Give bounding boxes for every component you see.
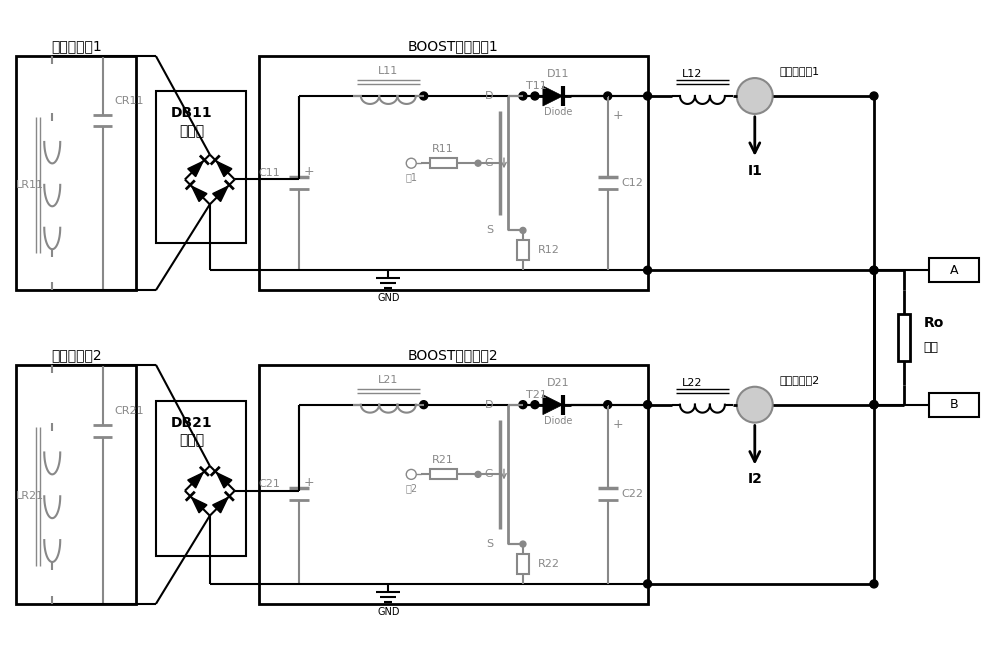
Text: 騦1: 騦1	[405, 172, 417, 182]
Text: B: B	[949, 398, 958, 411]
Text: I2: I2	[747, 472, 762, 487]
Bar	[517, 554, 529, 574]
Text: T21: T21	[526, 390, 547, 400]
Text: C11: C11	[259, 168, 281, 178]
Circle shape	[531, 92, 539, 100]
Text: L21: L21	[378, 375, 398, 384]
Bar	[517, 240, 529, 260]
Text: T11: T11	[526, 81, 547, 91]
Text: +: +	[613, 418, 623, 431]
Circle shape	[737, 386, 773, 422]
Text: A: A	[949, 264, 958, 277]
Text: R22: R22	[538, 559, 560, 569]
Circle shape	[870, 401, 878, 409]
Polygon shape	[188, 473, 203, 488]
Circle shape	[870, 267, 878, 274]
Text: 串联谐振耔2: 串联谐振耔2	[51, 348, 101, 362]
Polygon shape	[543, 395, 563, 415]
Circle shape	[644, 401, 652, 409]
Circle shape	[420, 401, 428, 409]
Circle shape	[644, 92, 652, 100]
Circle shape	[870, 92, 878, 100]
Bar	[16, 365, 136, 604]
Text: +: +	[613, 109, 623, 122]
Circle shape	[520, 227, 526, 233]
Polygon shape	[192, 186, 207, 202]
Text: D11: D11	[547, 69, 569, 79]
Text: I1: I1	[747, 164, 762, 178]
Text: BOOST升压电路2: BOOST升压电路2	[408, 348, 498, 362]
Text: Ro: Ro	[924, 316, 944, 329]
Text: Diode: Diode	[544, 107, 572, 117]
Text: R12: R12	[538, 246, 560, 255]
Text: C21: C21	[259, 479, 281, 489]
Text: 电流传感刨1: 电流传感刨1	[780, 66, 820, 76]
Text: LR21: LR21	[16, 491, 44, 501]
Polygon shape	[213, 498, 228, 513]
Bar	[430, 470, 457, 479]
Text: C22: C22	[622, 489, 644, 499]
Circle shape	[519, 401, 527, 409]
Text: 整流桥: 整流桥	[179, 124, 204, 138]
Text: 整流桥: 整流桥	[179, 434, 204, 447]
Text: G: G	[484, 159, 493, 168]
Bar	[929, 393, 979, 417]
Text: 电流传感刨2: 电流传感刨2	[780, 375, 820, 384]
Text: S: S	[486, 539, 493, 549]
Polygon shape	[217, 473, 232, 488]
Text: GND: GND	[377, 293, 400, 303]
Bar	[430, 159, 457, 168]
Bar	[259, 365, 648, 604]
Polygon shape	[188, 161, 203, 177]
Circle shape	[870, 401, 878, 409]
Polygon shape	[217, 161, 232, 177]
Text: R21: R21	[432, 455, 454, 466]
Circle shape	[475, 160, 481, 166]
Text: C12: C12	[622, 178, 644, 188]
Text: Diode: Diode	[544, 416, 572, 426]
Circle shape	[604, 401, 612, 409]
Bar	[898, 314, 910, 361]
Circle shape	[737, 78, 773, 114]
Circle shape	[520, 541, 526, 547]
Circle shape	[475, 472, 481, 477]
Text: +: +	[304, 164, 314, 178]
Text: L11: L11	[378, 66, 398, 76]
Text: 负载: 负载	[924, 341, 939, 354]
Text: CR21: CR21	[114, 405, 144, 416]
Text: LR11: LR11	[16, 180, 44, 190]
Text: 騦2: 騦2	[405, 483, 417, 493]
Polygon shape	[192, 498, 207, 513]
Text: DB21: DB21	[171, 415, 213, 430]
Text: G: G	[484, 470, 493, 479]
Circle shape	[870, 267, 878, 274]
Text: L22: L22	[682, 378, 703, 388]
Text: L12: L12	[682, 69, 703, 79]
Circle shape	[644, 580, 652, 588]
Bar	[929, 258, 979, 282]
Circle shape	[604, 92, 612, 100]
Polygon shape	[543, 86, 563, 106]
Text: DB11: DB11	[171, 106, 213, 120]
Circle shape	[870, 580, 878, 588]
Bar	[16, 56, 136, 290]
Bar	[259, 56, 648, 290]
Text: GND: GND	[377, 607, 400, 617]
Text: BOOST升压电路1: BOOST升压电路1	[408, 39, 499, 53]
Bar	[156, 91, 246, 244]
Text: D21: D21	[547, 378, 569, 388]
Text: +: +	[304, 476, 314, 489]
Circle shape	[531, 401, 539, 409]
Text: D: D	[485, 400, 493, 409]
Text: D: D	[485, 91, 493, 101]
Circle shape	[420, 92, 428, 100]
Text: CR11: CR11	[114, 96, 144, 105]
Text: 串联谐振耔1: 串联谐振耔1	[51, 39, 102, 53]
Bar	[156, 401, 246, 556]
Circle shape	[519, 92, 527, 100]
Text: S: S	[486, 225, 493, 235]
Circle shape	[644, 267, 652, 274]
Polygon shape	[213, 186, 228, 202]
Text: R11: R11	[432, 144, 454, 155]
